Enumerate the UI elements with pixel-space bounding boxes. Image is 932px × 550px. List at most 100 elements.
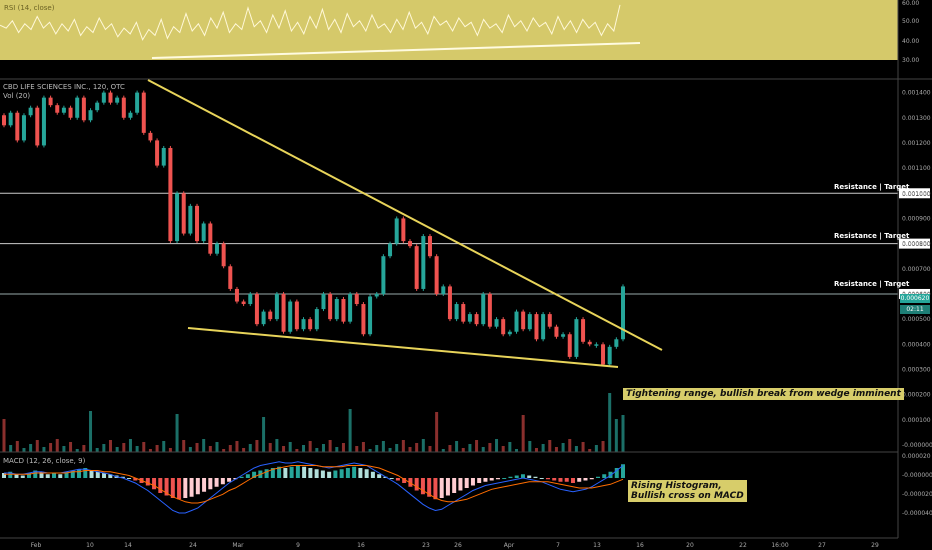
- rsi-tick-label: 40.00: [902, 38, 919, 45]
- macd-histogram-bar: [502, 478, 507, 479]
- candle-body: [135, 92, 140, 113]
- rsi-label: RSI (14, close): [4, 4, 55, 12]
- macd-histogram-bar: [95, 471, 100, 478]
- price-tick-label: 0.001100: [902, 165, 931, 172]
- candle-body: [254, 293, 259, 325]
- volume-bar: [42, 447, 46, 452]
- macd-line: [4, 461, 624, 514]
- volume-bar: [561, 443, 565, 452]
- volume-bar: [341, 443, 345, 452]
- volume-bar: [115, 447, 119, 452]
- price-tick-label: 0.001300: [902, 115, 931, 122]
- candle-body: [581, 319, 586, 342]
- macd-histogram-bar: [183, 478, 188, 498]
- macd-histogram-bar: [295, 465, 300, 478]
- volume-bar: [188, 447, 192, 452]
- macd-histogram-bar: [420, 478, 425, 495]
- macd-tick-label: -0.000020: [902, 491, 932, 498]
- candle-body: [2, 115, 6, 126]
- candle-body: [381, 256, 386, 294]
- volume-bar: [135, 446, 139, 452]
- macd-annotation: Rising Histogram, Bullish cross on MACD: [628, 480, 747, 502]
- volume-bar: [401, 440, 405, 452]
- volume-bar: [62, 446, 66, 452]
- price-tick-label: 0.001200: [902, 140, 931, 147]
- volume-bar: [608, 393, 612, 452]
- time-axis-label: 26: [454, 542, 462, 549]
- candle-body: [81, 97, 86, 121]
- volume-bar: [282, 446, 286, 452]
- candle-body: [208, 223, 213, 254]
- volume-bar: [421, 439, 425, 452]
- candle-body: [128, 112, 133, 118]
- candle-body: [141, 92, 146, 133]
- macd-tick-label: 0.000020: [902, 453, 931, 460]
- volume-bar: [288, 442, 292, 452]
- macd-histogram-bar: [621, 464, 625, 478]
- candle-body: [461, 304, 466, 322]
- candle-body: [201, 223, 206, 242]
- volume-bar: [15, 441, 19, 452]
- macd-histogram-bar: [20, 475, 25, 478]
- volume-bar: [388, 448, 392, 452]
- candle-body: [401, 218, 406, 242]
- volume-bar: [415, 443, 419, 452]
- candle-body: [454, 304, 459, 320]
- volume-bar: [55, 439, 59, 452]
- macd-histogram-bar: [408, 478, 413, 487]
- candle-body: [434, 256, 439, 294]
- candle-body: [534, 314, 539, 340]
- volume-bar: [355, 446, 359, 452]
- macd-histogram-bar: [264, 469, 269, 478]
- price-tick-label: 0.000400: [902, 341, 931, 348]
- volume-bar: [455, 441, 459, 452]
- candle-body: [348, 293, 353, 322]
- volume-bar: [75, 449, 79, 452]
- volume-bar: [574, 446, 578, 452]
- candle-body: [221, 243, 226, 267]
- macd-histogram-bar: [127, 478, 132, 479]
- price-tick-label: 0.000800: [902, 241, 931, 248]
- candle-body: [41, 97, 46, 146]
- volume-bar: [515, 449, 519, 452]
- candle-body: [161, 147, 166, 166]
- volume-bar: [302, 445, 306, 452]
- time-axis-label: 16: [636, 542, 644, 549]
- candle-body: [494, 319, 499, 327]
- candle-body: [234, 288, 239, 302]
- candle-body: [574, 319, 579, 357]
- volume-bar: [89, 411, 93, 452]
- wedge-upper-trendline: [147, 79, 663, 351]
- volume-bar: [95, 448, 99, 452]
- macd-histogram-bar: [520, 474, 525, 478]
- current-price-tag: 0.000620: [900, 294, 930, 303]
- candle-body: [148, 132, 153, 141]
- macd-histogram-bar: [202, 478, 207, 492]
- macd-histogram-bar: [45, 474, 50, 478]
- volume-bar: [541, 444, 545, 452]
- macd-histogram-bar: [145, 478, 150, 486]
- volume-bar: [548, 440, 552, 452]
- macd-histogram-bar: [539, 478, 544, 479]
- rsi-panel: [0, 0, 898, 60]
- macd-histogram-bar: [395, 478, 400, 481]
- macd-histogram-bar: [470, 478, 475, 486]
- macd-histogram-bar: [489, 478, 494, 481]
- macd-histogram-bar: [177, 478, 182, 500]
- volume-bar: [29, 444, 33, 452]
- volume-bar: [554, 447, 558, 452]
- rsi-tick-label: 30.00: [902, 57, 919, 64]
- candle-body: [228, 266, 233, 289]
- resistance-label-2: Resistance | Target: [834, 232, 910, 240]
- candle-body: [334, 299, 339, 320]
- macd-histogram-bar: [439, 478, 444, 498]
- candle-body: [487, 293, 492, 327]
- resistance-label-1: Resistance | Target: [834, 183, 910, 191]
- volume-bar: [262, 417, 266, 452]
- candle-body: [561, 334, 566, 337]
- candle-body: [541, 314, 546, 340]
- candle-body: [155, 140, 160, 166]
- price-tick-label: 0.000700: [902, 266, 931, 273]
- candle-body: [354, 293, 359, 305]
